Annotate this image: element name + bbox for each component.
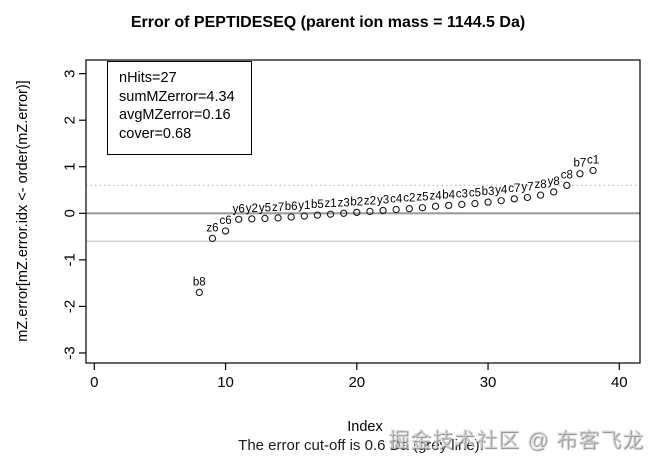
point-label: z5 [416, 192, 428, 204]
point-label: z6 [206, 222, 218, 234]
point-label: b8 [193, 276, 206, 288]
point-label: z7 [272, 202, 284, 214]
point-label: z2 [364, 195, 376, 207]
plot-box [85, 59, 641, 364]
data-point [497, 197, 505, 205]
stat-line-avg-error: avgMZerror=0.16 [119, 107, 231, 123]
point-label: b7 [574, 158, 587, 170]
data-point [195, 288, 203, 297]
data-point [340, 209, 348, 217]
data-point [458, 200, 466, 209]
data-point [576, 170, 584, 178]
point-label: c1 [587, 154, 599, 166]
x-tick-label: 10 [217, 374, 234, 391]
point-label: b6 [285, 201, 298, 213]
point-label: z8 [534, 179, 546, 191]
point-label: y7 [521, 181, 533, 193]
point-label: c7 [508, 183, 520, 195]
x-tick-label: 30 [480, 374, 497, 391]
data-point [536, 191, 545, 199]
point-label: c4 [390, 194, 403, 206]
data-point [550, 188, 558, 196]
data-point [287, 213, 295, 221]
data-point [392, 205, 400, 214]
y-tick-label: 3 [62, 69, 79, 77]
data-point [563, 181, 571, 190]
y-tick-label: -3 [62, 346, 79, 359]
data-point [235, 215, 243, 224]
stat-line-cover: cover=0.68 [119, 125, 192, 142]
stats-box: nHits=27 sumMZerror=4.34 avgMZerror=0.16… [107, 61, 252, 155]
data-point [405, 204, 413, 213]
y-tick-label: 2 [62, 116, 79, 124]
x-tick-label: 20 [348, 374, 365, 391]
data-point [484, 198, 492, 206]
point-label: c3 [456, 188, 468, 200]
data-point [589, 166, 597, 175]
y-tick-label: -1 [62, 253, 79, 266]
data-point [431, 202, 440, 210]
chart-title: Error of PEPTIDESEQ (parent ion mass = 1… [130, 14, 526, 31]
data-point [418, 204, 427, 212]
point-label: y4 [495, 185, 508, 197]
watermark: 掘金技术社区 @ 布客飞龙 [388, 429, 644, 452]
data-point [300, 212, 308, 220]
data-point [353, 208, 361, 217]
data-point [274, 214, 282, 222]
x-axis-label: Index [347, 419, 383, 435]
point-label: b3 [482, 186, 495, 198]
point-label: y2 [246, 203, 258, 215]
data-point [445, 201, 453, 210]
data-point [471, 199, 479, 208]
point-label: y6 [233, 203, 245, 215]
data-point [221, 227, 230, 235]
y-tick-label: -2 [62, 300, 79, 313]
y-tick-label: 1 [62, 163, 79, 171]
y-tick-label: 0 [62, 209, 79, 217]
point-label: z1 [324, 198, 336, 210]
point-label: b5 [311, 199, 324, 211]
data-point [261, 214, 269, 223]
point-label: y1 [298, 200, 310, 212]
data-point [379, 206, 387, 215]
point-label: c2 [403, 193, 415, 205]
data-point [510, 195, 518, 203]
point-label: z3 [338, 197, 350, 209]
data-point [313, 211, 322, 219]
data-point [248, 215, 256, 223]
data-point [208, 234, 217, 243]
x-tick-label: 40 [611, 374, 628, 391]
x-tick-label: 0 [90, 374, 98, 391]
data-point [326, 210, 335, 218]
stat-line-nhits: nHits=27 [119, 70, 177, 86]
point-label: z4 [429, 190, 442, 202]
data-point [366, 207, 374, 216]
point-label: c5 [469, 188, 481, 200]
point-label: c6 [219, 215, 231, 227]
data-point [523, 193, 532, 202]
point-label: b2 [350, 196, 363, 208]
y-axis-label: mZ.error[mZ.error.idx <- order(mZ.error)… [15, 80, 31, 342]
point-label: y8 [548, 176, 560, 188]
stat-line-sum-error: sumMZerror=4.34 [119, 88, 235, 105]
point-label: c8 [561, 169, 573, 181]
caption: The error cut-off is 0.6 Da (grey line). [238, 437, 484, 454]
point-label: y5 [259, 202, 271, 214]
point-label: b4 [442, 189, 455, 201]
point-label: y3 [377, 195, 389, 207]
